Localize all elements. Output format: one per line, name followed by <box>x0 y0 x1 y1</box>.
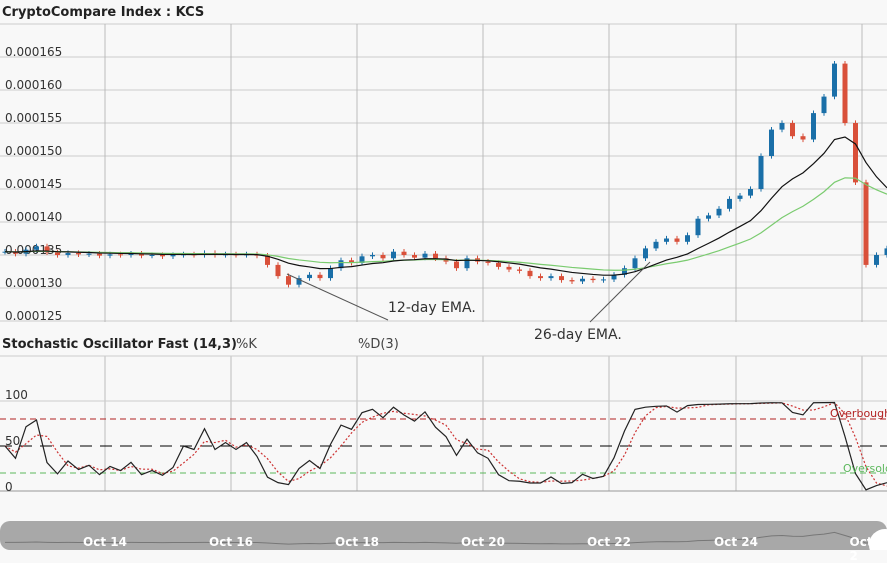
k-legend[interactable]: %K <box>236 337 257 352</box>
candle-body <box>811 113 816 139</box>
ema26-annotation: 26-day EMA. <box>534 327 622 343</box>
candle-body <box>727 199 732 209</box>
ema26-arrow <box>590 262 650 322</box>
candle-body <box>790 123 795 136</box>
candle-body <box>171 255 176 256</box>
navigator-label: Oct 14 <box>83 535 127 549</box>
candle-body <box>864 182 869 265</box>
candle-body <box>685 235 690 242</box>
candle-body <box>412 255 417 258</box>
ema12-annotation: 12-day EMA. <box>388 300 476 316</box>
candle-body <box>769 130 774 156</box>
candle-body <box>853 123 858 182</box>
candle-body <box>559 276 564 280</box>
stoch-y-tick: 100 <box>5 388 28 402</box>
ema12-line <box>5 137 887 275</box>
candle-body <box>832 64 837 97</box>
candle-body <box>307 275 312 278</box>
candle-body <box>391 252 396 259</box>
candle-body <box>66 253 71 255</box>
candle-body <box>454 262 459 269</box>
candle-body <box>748 189 753 196</box>
candle-body <box>507 267 512 270</box>
candle-body <box>570 280 575 281</box>
candle-body <box>696 219 701 236</box>
candle-body <box>874 255 879 265</box>
candle-body <box>706 215 711 218</box>
stoch-y-tick: 50 <box>5 434 20 448</box>
navigator-label: Oct 18 <box>335 535 379 549</box>
candle-body <box>87 254 92 255</box>
candle-body <box>276 265 281 276</box>
candle-body <box>801 136 806 139</box>
stochastic-title: Stochastic Oscillator Fast (14,3) <box>2 337 237 352</box>
candle-body <box>643 248 648 258</box>
candle-body <box>76 253 81 254</box>
candle-body <box>759 156 764 189</box>
price-chart[interactable] <box>0 0 887 550</box>
candle-body <box>528 271 533 276</box>
candle-body <box>402 252 407 255</box>
candle-body <box>318 275 323 278</box>
candle-body <box>654 242 659 249</box>
candle-body <box>328 268 333 278</box>
candle-body <box>538 276 543 278</box>
navigator-label: Oct 22 <box>587 535 631 549</box>
candle-body <box>433 254 438 259</box>
candle-body <box>843 64 848 123</box>
candle-body <box>370 255 375 256</box>
candle-body <box>150 255 155 256</box>
candle-body <box>34 246 39 249</box>
candle-body <box>55 252 60 255</box>
navigator-label: Oct 2 <box>850 535 875 563</box>
candle-body <box>549 276 554 278</box>
candle-body <box>675 239 680 242</box>
navigator-label: Oct 24 <box>714 535 758 549</box>
navigator-label: Oct 20 <box>461 535 505 549</box>
candle-body <box>580 279 585 282</box>
ema12-arrow <box>287 274 388 320</box>
candle-body <box>160 255 165 256</box>
candle-body <box>118 254 123 255</box>
candle-body <box>496 263 501 267</box>
candle-body <box>591 279 596 280</box>
candle-body <box>97 254 102 256</box>
candle-body <box>286 276 291 285</box>
candle-body <box>633 258 638 268</box>
candle-body <box>381 255 386 258</box>
d-legend[interactable]: %D(3) <box>358 337 399 352</box>
candle-body <box>780 123 785 130</box>
navigator-label: Oct 16 <box>209 535 253 549</box>
d-line <box>5 403 887 486</box>
stoch-y-tick: 0 <box>5 480 13 494</box>
candle-body <box>423 254 428 258</box>
candle-body <box>108 254 113 255</box>
candle-body <box>717 209 722 216</box>
overbought-label: Overbought <box>830 407 887 420</box>
candle-body <box>486 262 491 263</box>
candle-body <box>664 239 669 242</box>
candle-body <box>517 270 522 271</box>
candle-body <box>601 279 606 280</box>
oversold-label: Oversold <box>843 462 887 475</box>
candle-body <box>738 196 743 199</box>
candle-body <box>822 97 827 114</box>
